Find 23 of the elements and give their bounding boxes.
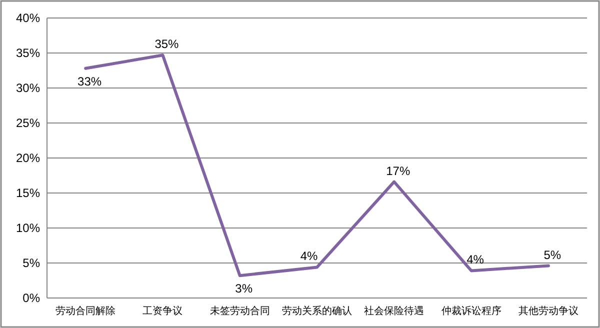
x-tick-label: 劳动合同解除 (56, 305, 116, 317)
x-tick-label: 工资争议 (142, 305, 183, 317)
y-tick-label: 5% (22, 256, 40, 270)
y-tick-label: 25% (16, 116, 40, 130)
y-tick-label: 35% (16, 46, 40, 60)
y-tick-label: 0% (22, 291, 40, 305)
y-tick-label: 20% (16, 151, 40, 165)
y-tick-label: 40% (16, 11, 40, 25)
text: 4% (300, 249, 318, 264)
x-tick-label: 未签劳动合同 (210, 305, 270, 317)
text: 35% (154, 37, 179, 52)
x-tick-label: 仲裁诉讼程序 (441, 305, 502, 317)
y-tick-label: 30% (16, 81, 40, 95)
text: 33% (78, 74, 102, 88)
x-tick-label: 劳动关系的确认 (282, 305, 352, 317)
x-tick-label: 其他劳动争议 (518, 305, 578, 317)
y-tick-label: 10% (16, 221, 40, 235)
text: 4% (466, 252, 484, 267)
text: 5% (544, 248, 562, 262)
text: 3% (235, 282, 253, 296)
text: 17% (386, 164, 410, 178)
x-tick-label: 社会保险待遇 (364, 305, 424, 317)
y-tick-label: 15% (16, 186, 40, 200)
